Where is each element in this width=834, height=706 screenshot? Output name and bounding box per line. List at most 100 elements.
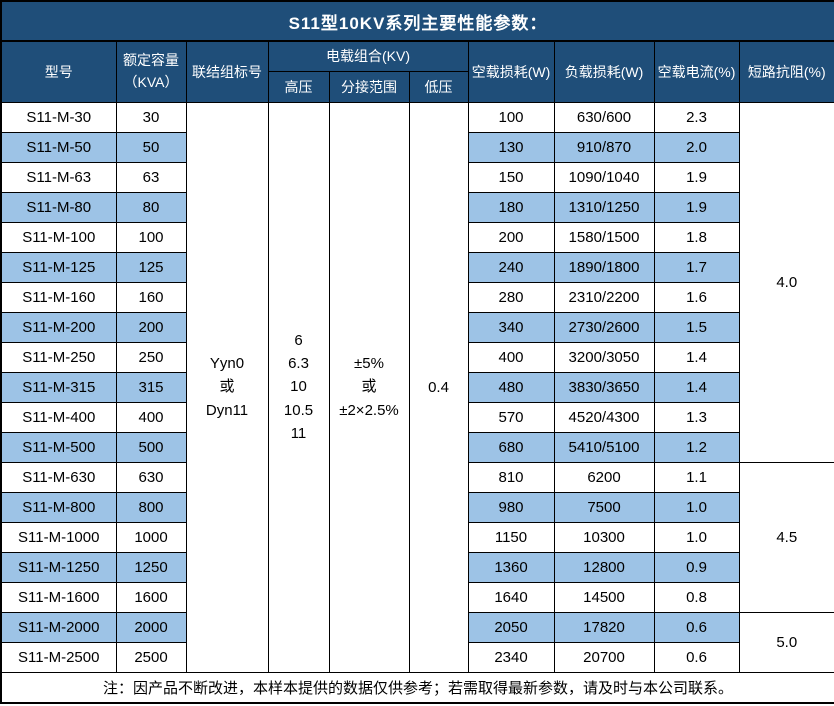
no-load-loss-cell: 1150 xyxy=(467,521,555,553)
table-row: S11-M-630 630 810 6200 1.1 4.5 xyxy=(0,461,834,613)
no-load-current-cell: 1.1 xyxy=(653,461,740,493)
capacity-cell: 630 xyxy=(115,461,187,493)
capacity-cell: 1000 xyxy=(115,521,187,553)
model-cell: S11-M-30 xyxy=(0,101,117,133)
column-header-load-loss: 负载损耗(W) xyxy=(553,40,655,103)
load-loss-cell: 3830/3650 xyxy=(553,371,655,403)
load-loss-cell: 910/870 xyxy=(553,131,655,163)
model-cell: S11-M-160 xyxy=(0,281,117,313)
no-load-current-cell: 0.8 xyxy=(653,581,740,613)
column-header-lv: 低压 xyxy=(408,70,469,103)
table-row: S11-M-2500 2500 2340 20700 0.6 xyxy=(0,641,834,673)
capacity-cell: 63 xyxy=(115,161,187,193)
no-load-current-cell: 1.3 xyxy=(653,401,740,433)
load-loss-cell: 2730/2600 xyxy=(553,311,655,343)
no-load-current-cell: 1.9 xyxy=(653,161,740,193)
model-cell: S11-M-800 xyxy=(0,491,117,523)
no-load-current-cell: 1.8 xyxy=(653,221,740,253)
no-load-current-cell: 1.9 xyxy=(653,191,740,223)
column-header-connection: 联结组标号 xyxy=(185,40,269,103)
footer-row: 注：因产品不断改进，本样本提供的数据仅供参考；若需取得最新参数，请及时与本公司联… xyxy=(0,671,834,704)
model-cell: S11-M-1250 xyxy=(0,551,117,583)
column-header-tap-range: 分接范围 xyxy=(328,70,410,103)
table-row: S11-M-2000 2000 2050 17820 0.6 5.0 xyxy=(0,611,834,673)
table-row: S11-M-500 500 680 5410/5100 1.2 xyxy=(0,431,834,463)
load-loss-cell: 7500 xyxy=(553,491,655,523)
no-load-loss-cell: 200 xyxy=(467,221,555,253)
model-cell: S11-M-50 xyxy=(0,131,117,163)
no-load-loss-cell: 400 xyxy=(467,341,555,373)
capacity-cell: 800 xyxy=(115,491,187,523)
load-loss-cell: 6200 xyxy=(553,461,655,493)
no-load-loss-cell: 1360 xyxy=(467,551,555,583)
capacity-cell: 2500 xyxy=(115,641,187,673)
table-row: S11-M-1600 1600 1640 14500 0.8 xyxy=(0,581,834,613)
capacity-cell: 1600 xyxy=(115,581,187,613)
model-cell: S11-M-500 xyxy=(0,431,117,463)
table-body: S11-M-30 30 Yyn0 或 Dyn11 6 6.3 10 10.5 11 ±5… xyxy=(0,101,834,673)
load-loss-cell: 4520/4300 xyxy=(553,401,655,433)
no-load-loss-cell: 810 xyxy=(467,461,555,493)
no-load-loss-cell: 240 xyxy=(467,251,555,283)
table-row: S11-M-1250 1250 1360 12800 0.9 xyxy=(0,551,834,583)
model-cell: S11-M-80 xyxy=(0,191,117,223)
model-cell: S11-M-630 xyxy=(0,461,117,493)
load-loss-cell: 1890/1800 xyxy=(553,251,655,283)
no-load-loss-cell: 570 xyxy=(467,401,555,433)
no-load-current-cell: 0.6 xyxy=(653,611,740,643)
impedance-cell: 5.0 xyxy=(738,611,834,673)
header-row-main: 型号 额定容量 （KVA） 联结组标号 电载组合(KV) 空载损耗(W) 负载损… xyxy=(0,40,834,103)
capacity-cell: 200 xyxy=(115,311,187,343)
table-row: S11-M-200 200 340 2730/2600 1.5 xyxy=(0,311,834,343)
load-loss-cell: 1580/1500 xyxy=(553,221,655,253)
no-load-current-cell: 2.3 xyxy=(653,101,740,133)
impedance-cell: 4.5 xyxy=(738,461,834,613)
column-header-model: 型号 xyxy=(0,40,117,103)
capacity-cell: 50 xyxy=(115,131,187,163)
model-cell: S11-M-1000 xyxy=(0,521,117,553)
table-row: S11-M-63 63 150 1090/1040 1.9 xyxy=(0,161,834,193)
capacity-cell: 160 xyxy=(115,281,187,313)
capacity-cell: 80 xyxy=(115,191,187,223)
no-load-loss-cell: 100 xyxy=(467,101,555,133)
model-cell: S11-M-400 xyxy=(0,401,117,433)
load-loss-cell: 3200/3050 xyxy=(553,341,655,373)
model-cell: S11-M-63 xyxy=(0,161,117,193)
table-row: S11-M-30 30 Yyn0 或 Dyn11 6 6.3 10 10.5 11 ±5… xyxy=(0,101,834,673)
connection-group-cell: Yyn0 或 Dyn11 xyxy=(185,101,269,673)
table-row: S11-M-315 315 480 3830/3650 1.4 xyxy=(0,371,834,403)
no-load-loss-cell: 130 xyxy=(467,131,555,163)
no-load-loss-cell: 2050 xyxy=(467,611,555,643)
title-row: S11型10KV系列主要性能参数： xyxy=(0,0,834,42)
no-load-loss-cell: 480 xyxy=(467,371,555,403)
column-header-impedance: 短路抗阻(%) xyxy=(738,40,834,103)
column-header-voltage-combo: 电载组合(KV) xyxy=(267,40,469,72)
no-load-loss-cell: 340 xyxy=(467,311,555,343)
model-cell: S11-M-1600 xyxy=(0,581,117,613)
table-row: S11-M-800 800 980 7500 1.0 xyxy=(0,491,834,523)
tap-range-cell: ±5% 或 ±2×2.5% xyxy=(328,101,410,673)
model-cell: S11-M-200 xyxy=(0,311,117,343)
no-load-current-cell: 0.9 xyxy=(653,551,740,583)
model-cell: S11-M-125 xyxy=(0,251,117,283)
table-row: S11-M-125 125 240 1890/1800 1.7 xyxy=(0,251,834,283)
load-loss-cell: 2310/2200 xyxy=(553,281,655,313)
capacity-cell: 400 xyxy=(115,401,187,433)
no-load-loss-cell: 180 xyxy=(467,191,555,223)
load-loss-cell: 20700 xyxy=(553,641,655,673)
column-header-hv: 高压 xyxy=(267,70,330,103)
load-loss-cell: 12800 xyxy=(553,551,655,583)
load-loss-cell: 14500 xyxy=(553,581,655,613)
no-load-loss-cell: 680 xyxy=(467,431,555,463)
table-row: S11-M-100 100 200 1580/1500 1.8 xyxy=(0,221,834,253)
model-cell: S11-M-2500 xyxy=(0,641,117,673)
no-load-current-cell: 1.5 xyxy=(653,311,740,343)
model-cell: S11-M-250 xyxy=(0,341,117,373)
model-cell: S11-M-2000 xyxy=(0,611,117,643)
no-load-current-cell: 1.4 xyxy=(653,341,740,373)
table-row: S11-M-50 50 130 910/870 2.0 xyxy=(0,131,834,163)
capacity-cell: 2000 xyxy=(115,611,187,643)
impedance-cell: 4.0 xyxy=(738,101,834,463)
